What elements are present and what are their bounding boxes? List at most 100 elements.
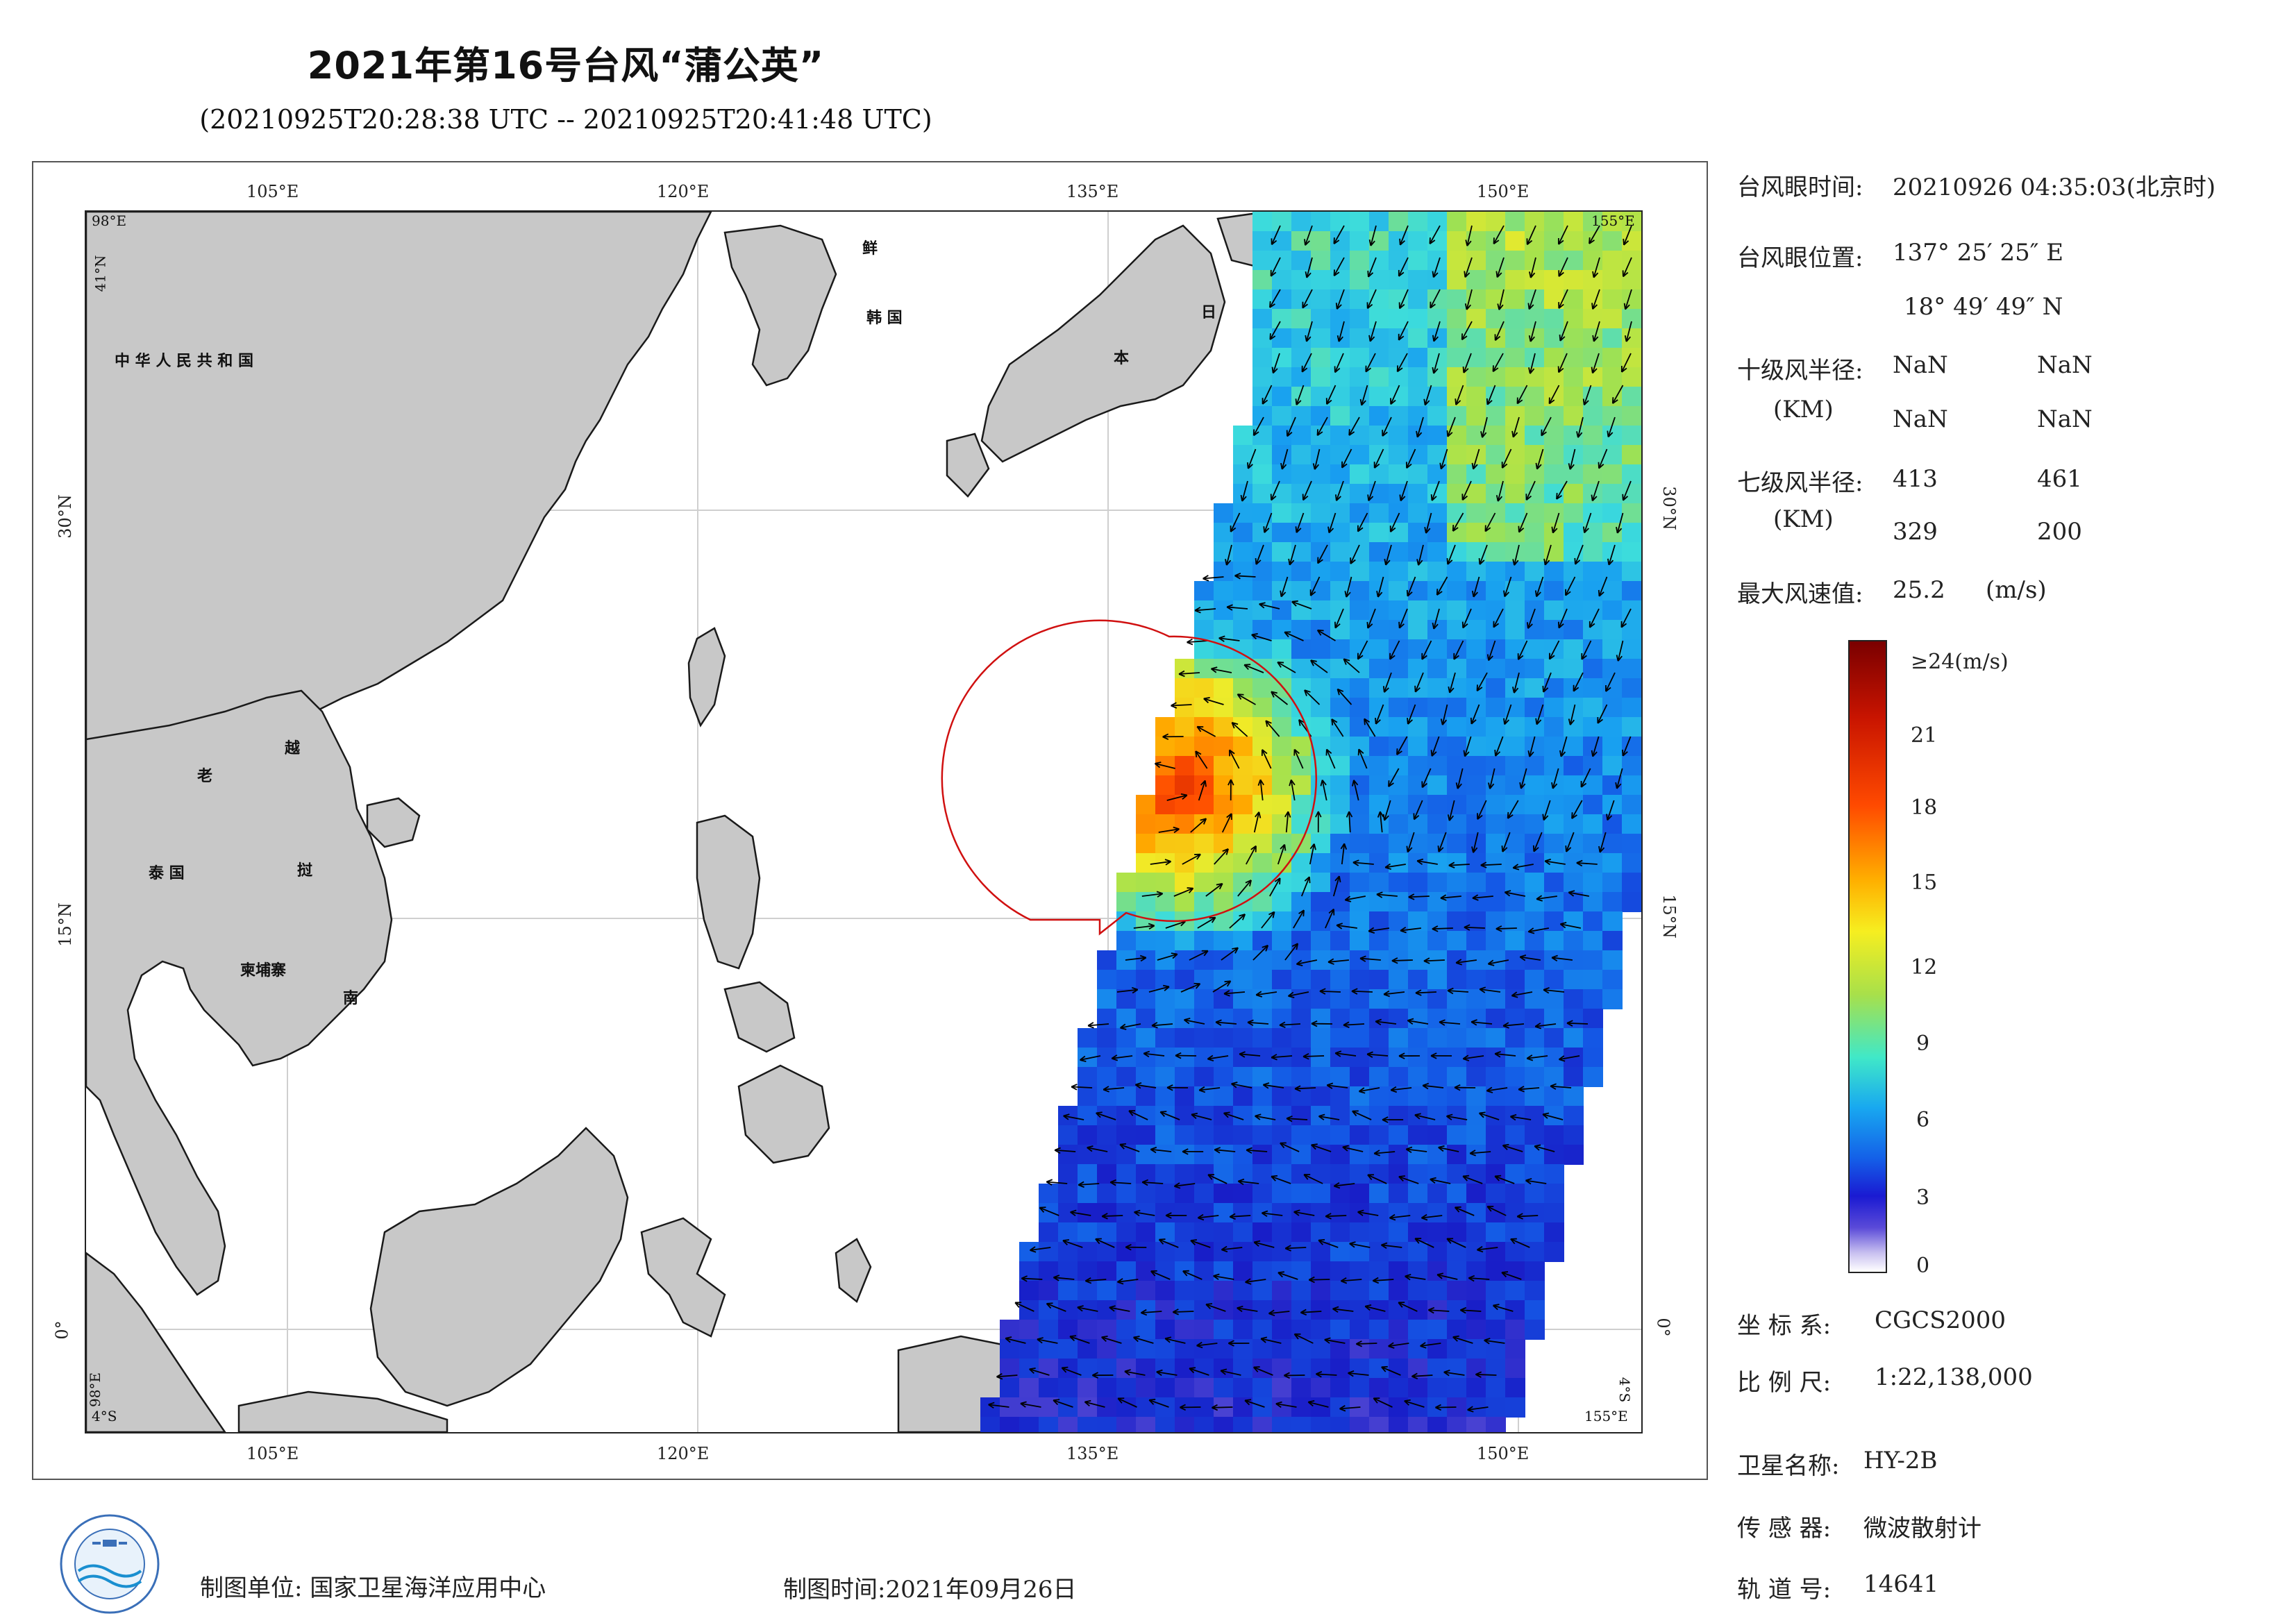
wind-cell [1389, 600, 1409, 621]
r10-value-ne: NaN [1893, 351, 1948, 379]
wind-cell [1058, 1222, 1078, 1243]
wind-cell [1175, 756, 1195, 776]
wind-cell [1544, 1067, 1564, 1087]
wind-cell [1291, 581, 1312, 601]
wind-arrow [1542, 1112, 1564, 1120]
wind-arrow [1622, 257, 1632, 278]
wind-cell [1525, 639, 1545, 659]
wind-arrow [1557, 225, 1568, 245]
wind-cell [1447, 698, 1467, 718]
wind-cell [1233, 1397, 1253, 1418]
wind-cell [1486, 1164, 1506, 1184]
wind-cell [1525, 795, 1545, 815]
wind-cell [1194, 1125, 1214, 1145]
wind-cell [1175, 1378, 1195, 1398]
wind-cell [1389, 717, 1409, 737]
wind-cell [1058, 1164, 1078, 1184]
wind-cell [1194, 1184, 1214, 1204]
wind-cell [1233, 1106, 1253, 1126]
wind-cell [1447, 834, 1467, 854]
wind-cell [1350, 1320, 1370, 1340]
wind-arrow [1195, 750, 1208, 769]
wind-arrow [1071, 1084, 1093, 1091]
wind-arrow [1352, 859, 1374, 866]
wind-cell [1058, 1184, 1078, 1204]
wind-arrow [1398, 1175, 1419, 1184]
wind-cell [1427, 795, 1448, 815]
wind-cell [1622, 406, 1641, 426]
wind-cell [1214, 600, 1234, 621]
wind-cell [1369, 834, 1389, 854]
wind-arrow [1488, 768, 1495, 789]
wind-cell [1039, 1378, 1059, 1398]
wind-cell [1078, 1397, 1098, 1418]
wind-cell [1175, 1281, 1195, 1301]
wind-cell [1330, 309, 1350, 329]
wind-cell [1252, 1145, 1273, 1165]
wind-cell [1311, 756, 1331, 776]
wind-cell [1427, 1106, 1448, 1126]
wind-cell [1408, 892, 1428, 912]
wind-arrow [1565, 576, 1576, 596]
wind-cell [1466, 212, 1486, 232]
wind-arrow [1166, 793, 1188, 801]
wind-cell [1116, 1320, 1137, 1340]
wind-arrow [1277, 1271, 1298, 1280]
wind-cell [1486, 1125, 1506, 1145]
wind-arrow [1154, 762, 1175, 769]
wind-arrow [1377, 811, 1384, 833]
wind-cell [1602, 328, 1623, 348]
wind-cell [1525, 659, 1545, 679]
wind-arrow [1148, 1398, 1169, 1408]
wind-arrow [1352, 1110, 1372, 1120]
lon-label-top-105: 105°E [246, 182, 299, 201]
wind-cell [1544, 1125, 1564, 1145]
wind-cell [1447, 231, 1467, 251]
wind-arrow [1252, 417, 1264, 437]
wind-cell [1466, 1106, 1486, 1126]
wind-arrow [1574, 544, 1584, 565]
wind-cell [1175, 1320, 1195, 1340]
wind-cell [1602, 834, 1623, 854]
wind-cell [1097, 1242, 1117, 1262]
wind-cell [1252, 464, 1273, 485]
wind-cell [1330, 1086, 1350, 1107]
wind-arrow [1251, 633, 1272, 641]
wind-cell [1350, 231, 1370, 251]
wind-cell [1175, 1242, 1195, 1262]
wind-cell [1039, 1242, 1059, 1262]
wind-arrow [1465, 225, 1473, 246]
wind-cell [1466, 1067, 1486, 1087]
wind-cell [1272, 1378, 1292, 1398]
wind-arrow [1134, 1209, 1155, 1217]
wind-cell [1369, 289, 1389, 310]
wind-cell [1525, 1222, 1545, 1243]
wind-cell [1330, 1378, 1350, 1398]
wind-cell [1408, 212, 1428, 232]
wind-cell [1155, 834, 1175, 854]
wind-cell [1427, 814, 1448, 834]
wind-cell [1291, 678, 1312, 698]
wind-cell [1602, 814, 1623, 834]
wind-cell [1466, 464, 1486, 485]
wind-cell [1233, 737, 1253, 757]
wind-cell [1525, 1086, 1545, 1107]
wind-cell [1291, 289, 1312, 310]
wind-cell [1525, 911, 1545, 932]
wind-cell [1622, 484, 1641, 504]
wind-arrow [1125, 955, 1147, 962]
wind-cell [1175, 1125, 1195, 1145]
wind-cell [1427, 698, 1448, 718]
wind-cell [1408, 251, 1428, 271]
wind-cell [1155, 970, 1175, 990]
wind-cell [1155, 873, 1175, 893]
wind-arrow [1261, 749, 1272, 769]
wind-cell [1447, 251, 1467, 271]
wind-cell [1408, 1378, 1428, 1398]
wind-cell [1233, 600, 1253, 621]
wind-cell [1369, 1378, 1389, 1398]
wind-cell [1525, 950, 1545, 970]
wind-cell [1252, 1125, 1273, 1145]
wind-cell [1427, 873, 1448, 893]
wind-arrow [1070, 1209, 1091, 1216]
